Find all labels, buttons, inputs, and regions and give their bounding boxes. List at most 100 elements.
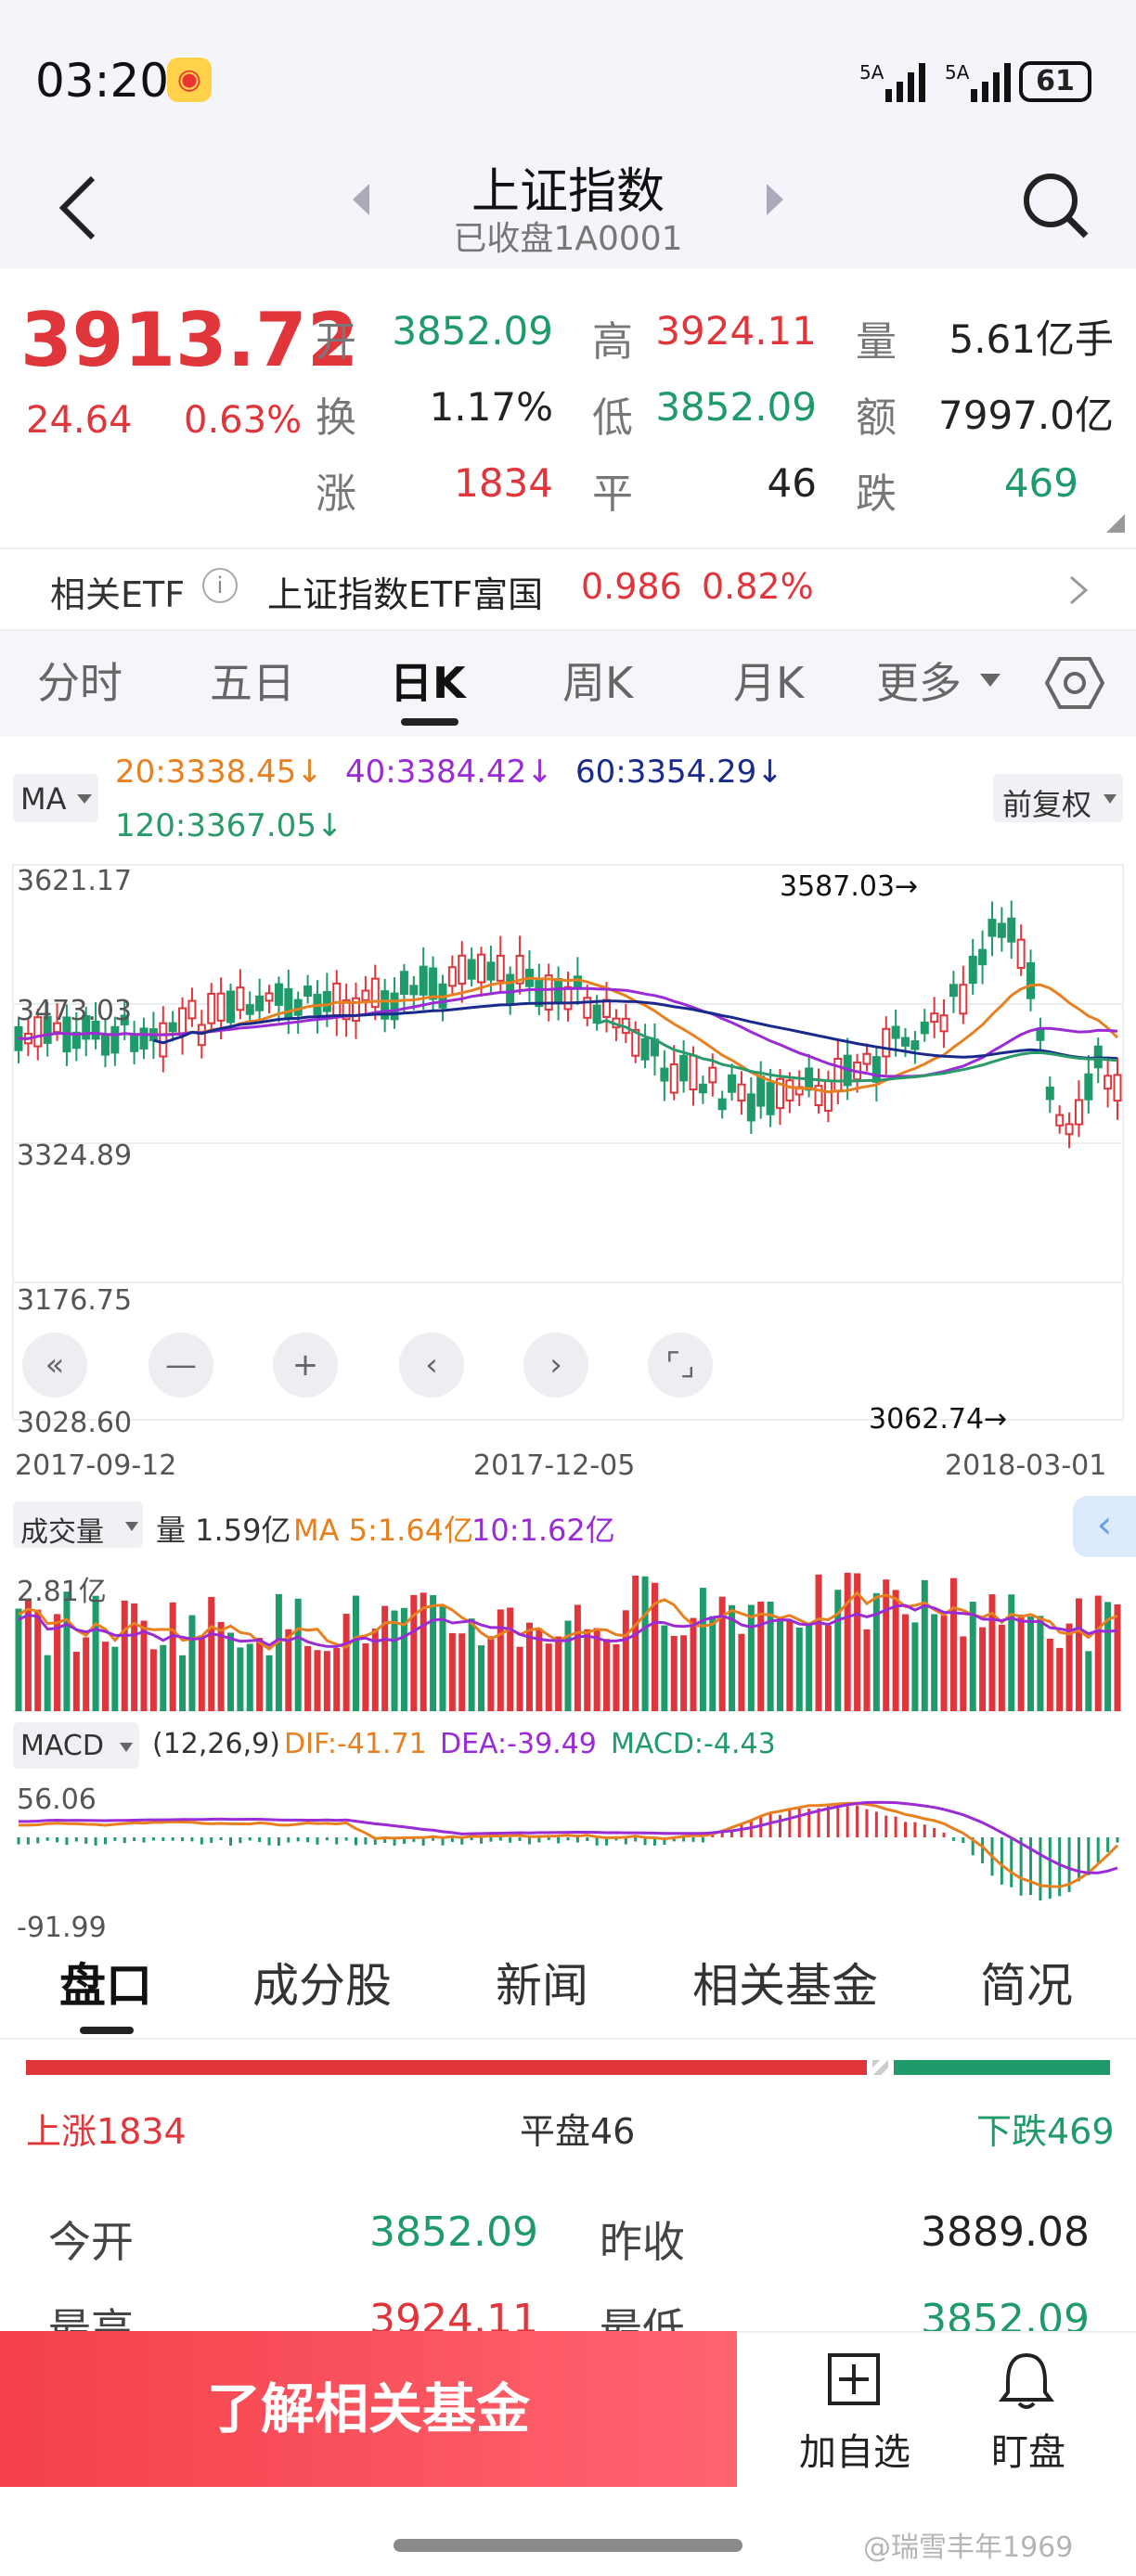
volume-bar: [149, 1649, 157, 1711]
volume-bar: [256, 1638, 264, 1711]
watch-label: 盯盘: [991, 2431, 1065, 2474]
next-index-icon[interactable]: [763, 178, 787, 221]
candle-body: [477, 953, 486, 984]
candle-body: [207, 992, 216, 1024]
back-icon[interactable]: [56, 173, 102, 243]
tab-weekly-k[interactable]: 周K: [562, 658, 634, 708]
candle-body: [33, 1016, 43, 1048]
volume-bar: [921, 1579, 928, 1711]
volume-bar: [101, 1642, 109, 1711]
settings-hex-icon[interactable]: [1045, 653, 1104, 713]
candle-body: [901, 1037, 910, 1047]
volume-bar: [883, 1579, 890, 1711]
ma-dropdown-icon: [77, 794, 92, 804]
breadth-up-text: 上涨1834: [26, 2111, 187, 2152]
macd-bar: [933, 1827, 936, 1837]
macd-bar: [691, 1837, 695, 1842]
tab-profile[interactable]: 简况: [980, 1959, 1073, 2013]
macd-bar: [200, 1837, 203, 1845]
macd-bar: [190, 1837, 194, 1842]
ma120-value: 120:3367.05↓: [115, 807, 343, 844]
macd-params: (12,26,9): [152, 1728, 280, 1760]
macd-dropdown-icon: [120, 1743, 133, 1752]
scroll-left-button[interactable]: ‹: [399, 1333, 464, 1397]
page-header: 上证指数 已收盘1A0001: [0, 148, 1136, 269]
tab-orderbook[interactable]: 盘口: [59, 1959, 152, 2013]
battery-level: 61: [1036, 65, 1075, 97]
related-etf-row[interactable]: 相关ETF i 上证指数ETF富国 0.986 0.82%: [0, 547, 1136, 631]
volume-bar: [1114, 1604, 1121, 1711]
volume-bar: [767, 1601, 774, 1711]
volume-bar: [371, 1629, 379, 1711]
candle-body: [968, 955, 977, 985]
candle-body: [399, 971, 408, 996]
macd-bar: [402, 1837, 406, 1844]
macd-bar: [788, 1809, 792, 1837]
macd-selector[interactable]: MACD: [13, 1722, 139, 1769]
macd-bar: [36, 1837, 40, 1844]
prev-close-label: 昨收: [600, 2217, 685, 2267]
tab-more[interactable]: 更多: [876, 658, 962, 708]
jump-start-button[interactable]: «: [22, 1333, 87, 1397]
expand-corner-icon[interactable]: [1104, 512, 1127, 535]
macd-dif: DIF:-41.71: [284, 1728, 427, 1760]
tab-daily-k[interactable]: 日K: [390, 658, 466, 708]
candle-body: [669, 1063, 678, 1094]
tab-intraday[interactable]: 分时: [37, 658, 123, 708]
volume-bar: [169, 1602, 176, 1711]
tabs-divider: [0, 2038, 1136, 2040]
macd-bar: [778, 1814, 781, 1837]
candle-body: [91, 1020, 100, 1040]
candle-body: [506, 973, 515, 1006]
volume-label: 量: [856, 318, 897, 366]
adjust-selector[interactable]: 前复权: [993, 774, 1123, 822]
candle-body: [823, 1079, 833, 1112]
fullscreen-button[interactable]: ⌜⌟: [648, 1333, 713, 1397]
search-icon[interactable]: [1019, 169, 1093, 243]
macd-bar: [123, 1837, 126, 1844]
tab-related-funds[interactable]: 相关基金: [692, 1959, 878, 2013]
candlestick-chart[interactable]: [0, 863, 1136, 1438]
volume-bar: [988, 1594, 996, 1711]
volume-bar: [902, 1614, 910, 1711]
candle-body: [458, 954, 467, 985]
info-icon[interactable]: i: [202, 568, 238, 603]
candle-body: [178, 1007, 187, 1037]
macd-bar: [355, 1837, 358, 1846]
watch-button[interactable]: 盯盘: [945, 2348, 1112, 2487]
scroll-right-button[interactable]: ›: [523, 1333, 588, 1397]
volume-bar: [949, 1578, 957, 1711]
zoom-in-button[interactable]: +: [273, 1333, 338, 1397]
volume-bar: [34, 1609, 42, 1711]
volume-bar: [1027, 1616, 1035, 1711]
etf-pct: 0.82%: [702, 566, 814, 607]
tab-five-day[interactable]: 五日: [210, 658, 295, 708]
volume-bar: [497, 1609, 504, 1711]
candle-body: [959, 984, 968, 1015]
tab-constituents[interactable]: 成分股: [252, 1959, 392, 2013]
candle-body: [429, 967, 438, 1000]
volume-bar: [323, 1651, 330, 1711]
macd-bar: [1048, 1837, 1052, 1900]
macd-bar: [450, 1837, 454, 1842]
macd-bar: [575, 1837, 579, 1843]
learn-funds-button[interactable]: 了解相关基金: [0, 2331, 737, 2487]
candle-body: [274, 983, 283, 1006]
add-watchlist-button[interactable]: 加自选: [789, 2348, 921, 2487]
candle-body: [255, 995, 265, 1011]
zoom-out-button[interactable]: —: [148, 1333, 213, 1397]
prev-index-icon[interactable]: [349, 178, 373, 221]
price-change: 24.64: [26, 399, 133, 442]
tab-news[interactable]: 新闻: [496, 1959, 588, 2013]
candle-body: [766, 1081, 775, 1115]
ma-selector[interactable]: MA: [13, 774, 98, 822]
macd-bar: [807, 1809, 811, 1837]
macd-bar: [768, 1812, 772, 1837]
tab-monthly-k[interactable]: 月K: [733, 658, 805, 708]
unchanged-label: 平: [592, 470, 633, 518]
candle-body: [245, 1004, 254, 1015]
volume-selector[interactable]: 成交量: [13, 1501, 143, 1549]
volume-bar: [111, 1646, 119, 1711]
breadth-down-text: 下跌469: [976, 2111, 1115, 2152]
collapse-side-button[interactable]: ‹: [1073, 1496, 1136, 1557]
